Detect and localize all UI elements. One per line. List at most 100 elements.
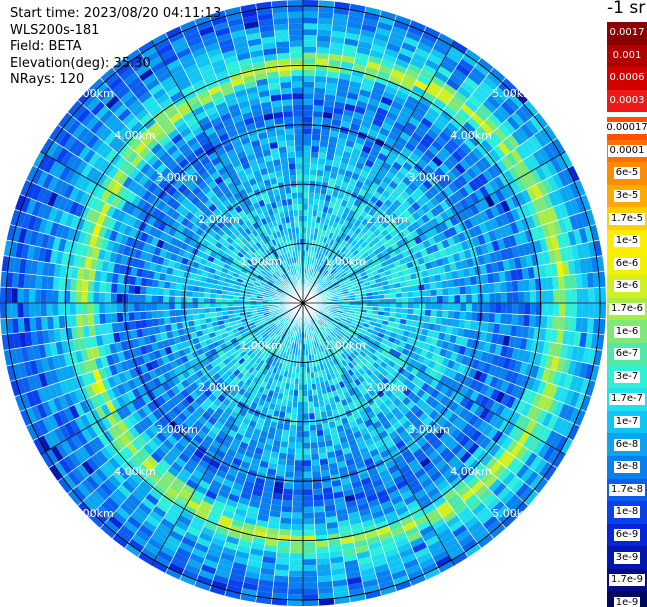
heatmap-cell [99,482,114,497]
heatmap-cell [279,324,285,331]
heatmap-cell [423,430,435,442]
heatmap-cell [575,393,586,410]
heatmap-cell [401,199,412,210]
heatmap-cell [76,463,91,480]
heatmap-cell [253,317,260,322]
heatmap-cell [279,316,285,322]
heatmap-cell [352,259,360,266]
heatmap-cell [209,585,227,596]
heatmap-cell [515,219,525,233]
heatmap-cell [407,458,420,470]
heatmap-cell [256,441,266,450]
heatmap-cell [330,310,337,314]
heatmap-cell [187,320,195,328]
heatmap-cell [163,295,170,303]
heatmap-cell [430,423,442,435]
heatmap-cell [23,288,30,303]
heatmap-cell [516,349,526,362]
heatmap-cell [333,491,345,499]
heatmap-cell [252,428,262,436]
heatmap-cell [531,183,543,199]
heatmap-cell [448,295,455,303]
heatmap-cell [479,395,490,408]
heatmap-cell [82,268,91,281]
heatmap-cell [420,372,430,383]
heatmap-cell [366,103,379,113]
heatmap-cell [278,387,285,395]
heatmap-cell [178,541,194,554]
heatmap-cell [446,318,454,327]
heatmap-cell [303,506,314,513]
heatmap-cell [118,264,127,275]
heatmap-cell [281,318,287,324]
heatmap-cell [378,306,385,312]
heatmap-cell [248,439,258,448]
heatmap-cell [155,431,168,444]
heatmap-cell [12,272,20,289]
heatmap-cell [502,259,511,272]
heatmap-cell [355,296,362,301]
heatmap-cell [451,459,464,472]
heatmap-cell [387,131,400,142]
heatmap-cell [198,292,205,298]
heatmap-cell [335,454,346,463]
heatmap-cell [367,55,383,65]
heatmap-cell [400,286,408,293]
heatmap-cell [504,223,514,237]
heatmap-cell [557,170,570,187]
heatmap-cell [542,396,554,413]
heatmap-cell [422,91,437,103]
heatmap-cell [223,420,234,430]
heatmap-cell [429,470,443,483]
heatmap-cell [193,419,204,430]
heatmap-cell [394,185,405,195]
heatmap-cell [463,218,474,230]
heatmap-cell [160,427,172,439]
heatmap-cell [369,123,382,133]
heatmap-cell [469,191,480,204]
heatmap-cell [306,366,311,373]
heatmap-cell [420,441,432,453]
heatmap-cell [370,244,379,252]
heatmap-cell [246,425,255,434]
heatmap-cell [341,264,349,270]
heatmap-cell [61,340,70,354]
heatmap-cell [99,464,113,479]
heatmap-cell [129,471,144,485]
heatmap-cell [337,368,344,376]
heatmap-cell [325,263,331,270]
heatmap-cell [134,303,141,312]
heatmap-cell [130,329,138,340]
heatmap-cell [460,303,467,312]
heatmap-cell [416,277,424,285]
heatmap-cell [432,43,449,56]
heatmap-cell [560,437,573,455]
heatmap-cell [145,343,154,354]
heatmap-cell [316,429,324,437]
heatmap-cell [343,248,350,256]
heatmap-cell [422,276,430,284]
heatmap-cell [444,246,453,257]
heatmap-cell [274,569,289,577]
heatmap-cell [447,310,455,319]
heatmap-cell [360,329,367,335]
heatmap-cell [515,445,528,461]
heatmap-cell [444,218,454,229]
heatmap-cell [232,561,248,571]
heatmap-cell [505,281,513,293]
heatmap-cell [75,431,88,446]
heatmap-cell [340,225,347,233]
heatmap-cell [369,347,377,355]
heatmap-cell [400,406,411,416]
heatmap-cell [339,436,349,444]
heatmap-cell [317,334,322,341]
heatmap-cell [387,151,399,162]
heatmap-cell [325,336,331,343]
heatmap-cell [345,499,358,509]
heatmap-cell [203,521,218,532]
heatmap-cell [110,312,118,324]
heatmap-cell [151,303,158,311]
heatmap-cell [459,451,472,464]
heatmap-cell [164,323,172,333]
heatmap-cell [241,360,249,368]
